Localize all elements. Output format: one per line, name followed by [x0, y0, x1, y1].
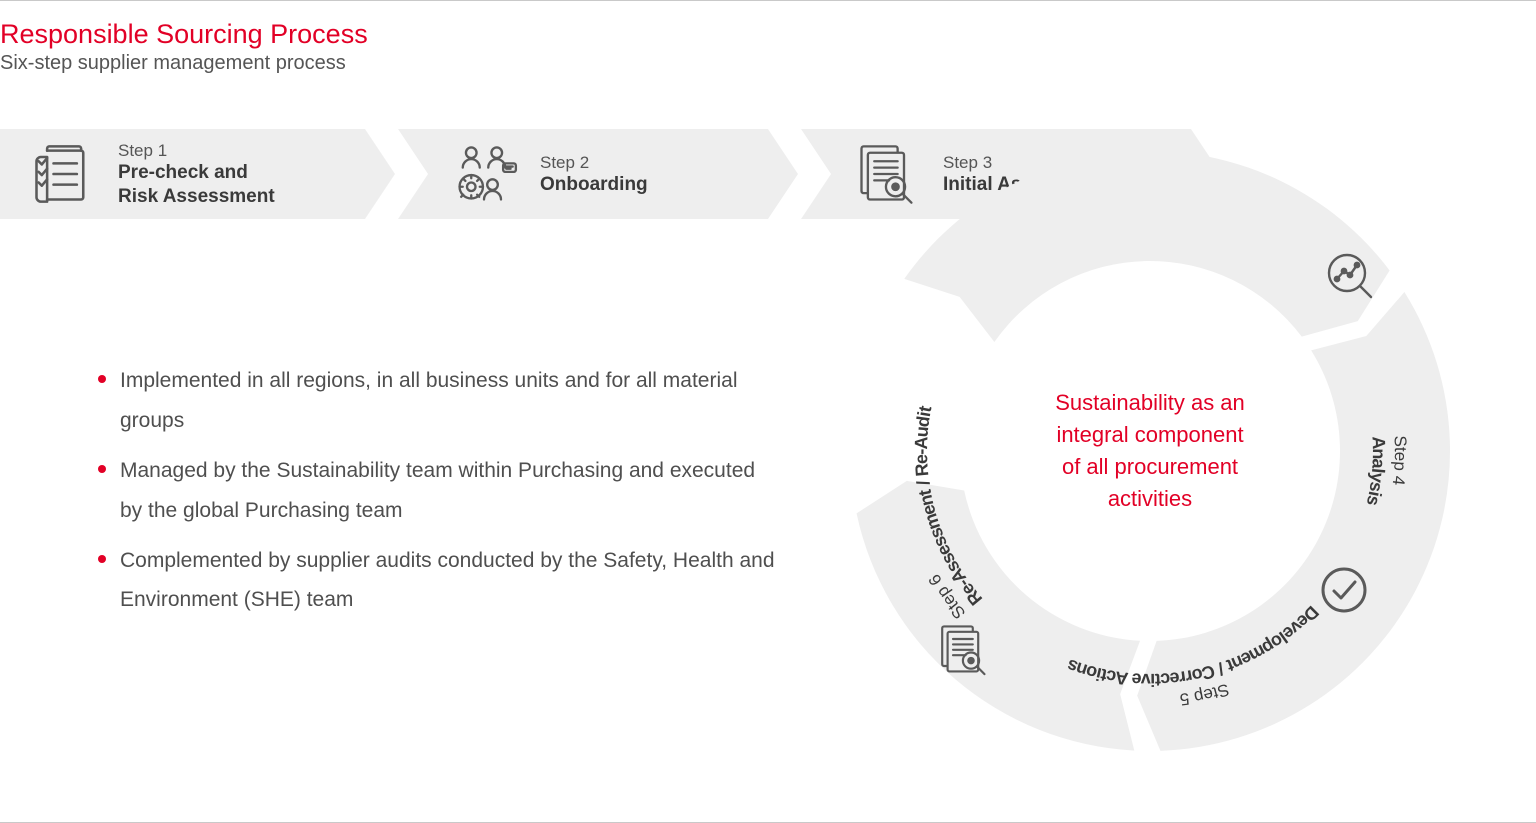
page-subtitle: Six-step supplier management process [0, 52, 368, 75]
center-line: activities [1108, 486, 1192, 511]
bullets-list: Implemented in all regions, in all busin… [98, 361, 778, 630]
header: Responsible Sourcing Process Six-step su… [0, 19, 368, 75]
step-num: Step 1 [118, 140, 275, 161]
step-title-line1: Pre-check and [118, 161, 275, 185]
page-title: Responsible Sourcing Process [0, 19, 368, 50]
checklist-icon [28, 140, 96, 208]
step-title-line1: Onboarding [540, 173, 648, 197]
center-line: Sustainability as an [1055, 390, 1245, 415]
step-arrow-1: Step 1 Pre-check and Risk Assessment [0, 129, 395, 219]
center-line: of all procurement [1062, 454, 1238, 479]
team-icon [450, 140, 518, 208]
step-title-line2: Risk Assessment [118, 185, 275, 209]
bullet-item: Managed by the Sustainability team withi… [98, 451, 778, 531]
step-num: Step 2 [540, 152, 648, 173]
document-search-icon [942, 626, 984, 674]
step-text-1: Step 1 Pre-check and Risk Assessment [118, 140, 275, 209]
page: Responsible Sourcing Process Six-step su… [0, 0, 1536, 823]
bullet-item: Implemented in all regions, in all busin… [98, 361, 778, 441]
circular-diagram: Step 4 Analysis Step 5 Development / Cor… [830, 131, 1470, 771]
bullet-item: Complemented by supplier audits conducte… [98, 541, 778, 621]
center-line: integral component [1056, 422, 1243, 447]
ring-step4-label: Step 4 [1389, 435, 1410, 486]
step-text-2: Step 2 Onboarding [540, 152, 648, 197]
step-arrow-2: Step 2 Onboarding [398, 129, 798, 219]
center-text: Sustainability as an integral component … [1020, 387, 1280, 515]
